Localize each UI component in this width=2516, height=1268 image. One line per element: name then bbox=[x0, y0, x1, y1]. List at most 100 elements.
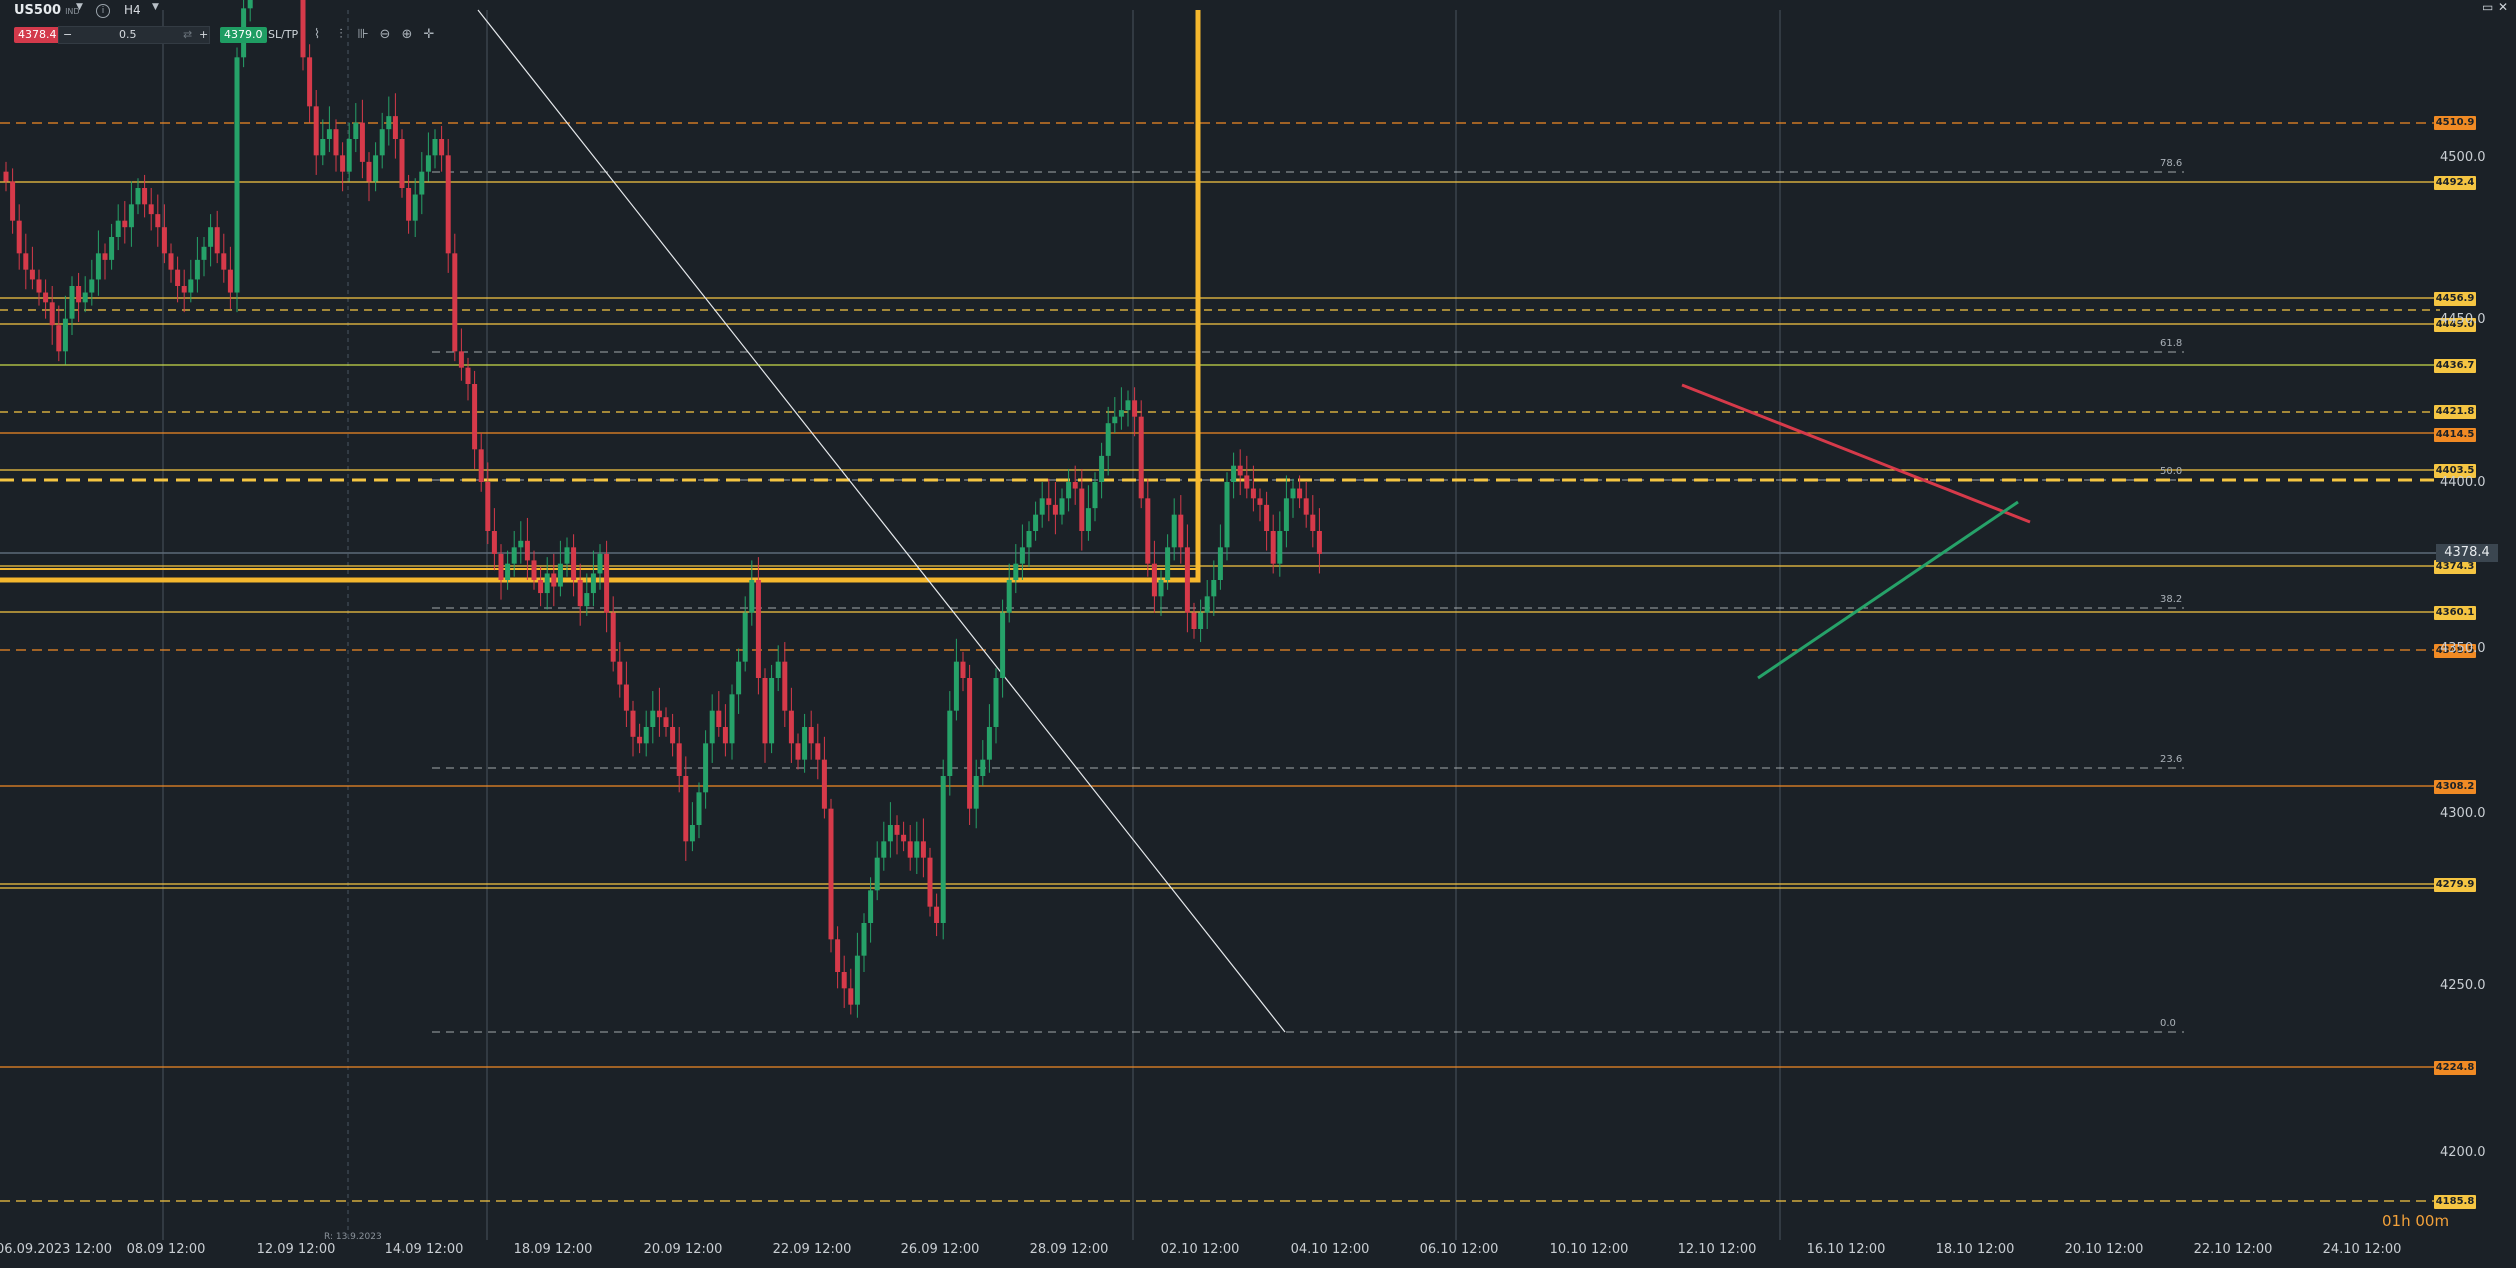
increase-button[interactable]: + bbox=[199, 28, 209, 41]
quantity-input[interactable]: 0.5 bbox=[119, 28, 137, 41]
candle-body bbox=[769, 678, 775, 744]
fib-level-label: 23.6 bbox=[2160, 754, 2183, 765]
candle-body bbox=[960, 661, 966, 679]
line-chart-icon[interactable]: ⌇ bbox=[313, 27, 321, 42]
candle-body bbox=[564, 547, 570, 564]
close-window-button[interactable]: ✕ bbox=[2498, 0, 2509, 14]
level-price-tag: 4348.5 bbox=[2434, 644, 2476, 658]
candle-body bbox=[683, 776, 689, 842]
candle-body bbox=[670, 727, 676, 744]
candle-body bbox=[181, 285, 187, 293]
candle-body bbox=[359, 122, 365, 162]
candle-body bbox=[122, 220, 128, 228]
candle-body bbox=[3, 171, 9, 182]
zoom-in-icon[interactable]: ⊕ bbox=[401, 27, 413, 42]
candle-body bbox=[102, 253, 108, 260]
candle-body bbox=[1112, 416, 1118, 424]
candle-body bbox=[775, 661, 781, 679]
indicators-icon[interactable]: ⊪ bbox=[357, 27, 369, 42]
candle-body bbox=[577, 580, 583, 607]
candle-body bbox=[894, 825, 900, 835]
candle-body bbox=[346, 138, 352, 172]
candle-body bbox=[934, 906, 940, 924]
candle-body bbox=[835, 939, 841, 973]
chevron-down-icon[interactable]: ▼ bbox=[152, 2, 159, 12]
candle-body bbox=[1151, 563, 1157, 597]
candle-body bbox=[729, 694, 735, 744]
candle-body bbox=[1033, 514, 1039, 532]
candle-body bbox=[1138, 416, 1144, 499]
x-axis-tick: 12.10 12:00 bbox=[1677, 1242, 1757, 1257]
candle-body bbox=[531, 560, 537, 581]
candle-body bbox=[1092, 482, 1098, 509]
candle-body bbox=[498, 553, 504, 581]
info-icon[interactable]: i bbox=[96, 4, 110, 18]
level-price-tag: 4456.9 bbox=[2434, 292, 2476, 306]
timeframe-selector[interactable]: H4 bbox=[124, 3, 141, 17]
y-axis-tick: 4450.0 bbox=[2440, 312, 2486, 327]
y-axis-tick: 4250.0 bbox=[2440, 978, 2486, 993]
quantity-stepper[interactable]: − 0.5 ⇄ + bbox=[58, 26, 210, 44]
candle-body bbox=[907, 841, 913, 858]
candle-body bbox=[689, 825, 695, 842]
candles-icon[interactable]: ⫶ bbox=[339, 27, 343, 42]
candle-body bbox=[993, 678, 999, 728]
chart-toolbar: US500 IND ▼ i H4 ▼ 4378.4 − 0.5 ⇄ + 4379.… bbox=[0, 0, 1300, 60]
level-price-tag: 4374.3 bbox=[2434, 560, 2476, 574]
candle-body bbox=[861, 923, 867, 956]
x-axis-tick: 22.10 12:00 bbox=[2193, 1242, 2273, 1257]
level-price-tag: 4414.5 bbox=[2434, 428, 2476, 442]
candle-body bbox=[1171, 514, 1177, 548]
swap-icon[interactable]: ⇄ bbox=[183, 28, 193, 41]
buy-button[interactable]: 4379.0 bbox=[220, 27, 267, 43]
candle-body bbox=[406, 187, 412, 221]
symbol-selector[interactable]: US500 IND bbox=[14, 2, 80, 21]
y-axis-tick: 4400.0 bbox=[2440, 475, 2486, 490]
candle-body bbox=[584, 593, 590, 607]
x-axis-tick: 02.10 12:00 bbox=[1160, 1242, 1240, 1257]
candle-body bbox=[808, 727, 814, 744]
candle-body bbox=[815, 743, 821, 760]
candle-body bbox=[300, 0, 306, 58]
candle-body bbox=[333, 129, 339, 156]
candle-body bbox=[1217, 547, 1223, 581]
symbol-name: US500 bbox=[14, 3, 62, 18]
candle-body bbox=[320, 138, 326, 156]
candle-body bbox=[89, 279, 95, 293]
zoom-out-icon[interactable]: ⊖ bbox=[379, 27, 391, 42]
sell-button[interactable]: 4378.4 bbox=[14, 27, 61, 43]
decrease-button[interactable]: − bbox=[63, 28, 73, 41]
candle-body bbox=[95, 253, 101, 280]
candle-body bbox=[445, 155, 451, 254]
candle-body bbox=[188, 279, 194, 293]
candle-body bbox=[326, 129, 332, 139]
candle-body bbox=[1257, 498, 1263, 505]
candle-body bbox=[1000, 612, 1006, 679]
candle-body bbox=[755, 580, 761, 679]
candle-body bbox=[439, 138, 445, 156]
candle-body bbox=[716, 710, 722, 728]
candle-body bbox=[1072, 482, 1078, 489]
chevron-down-icon[interactable]: ▼ bbox=[76, 2, 83, 12]
fib-level-label: 38.2 bbox=[2160, 594, 2183, 605]
candle-body bbox=[1264, 504, 1270, 532]
candle-body bbox=[373, 155, 379, 182]
restore-window-button[interactable]: ▭ bbox=[2482, 0, 2494, 14]
candle-body bbox=[485, 482, 491, 532]
sltp-button[interactable]: SL/TP bbox=[268, 28, 299, 41]
candle-body bbox=[637, 736, 643, 744]
x-axis-tick: 14.09 12:00 bbox=[384, 1242, 464, 1257]
candle-body bbox=[472, 383, 478, 450]
candle-body bbox=[234, 57, 240, 293]
x-axis-tick: 26.09 12:00 bbox=[900, 1242, 980, 1257]
candle-body bbox=[175, 269, 181, 286]
candle-body bbox=[973, 776, 979, 809]
candle-body bbox=[947, 710, 953, 777]
candle-body bbox=[161, 227, 167, 254]
candle-body bbox=[722, 727, 728, 744]
candle-body bbox=[881, 841, 887, 858]
crosshair-icon[interactable]: ✛ bbox=[423, 27, 435, 42]
candle-body bbox=[610, 612, 616, 662]
candle-body bbox=[511, 547, 517, 564]
